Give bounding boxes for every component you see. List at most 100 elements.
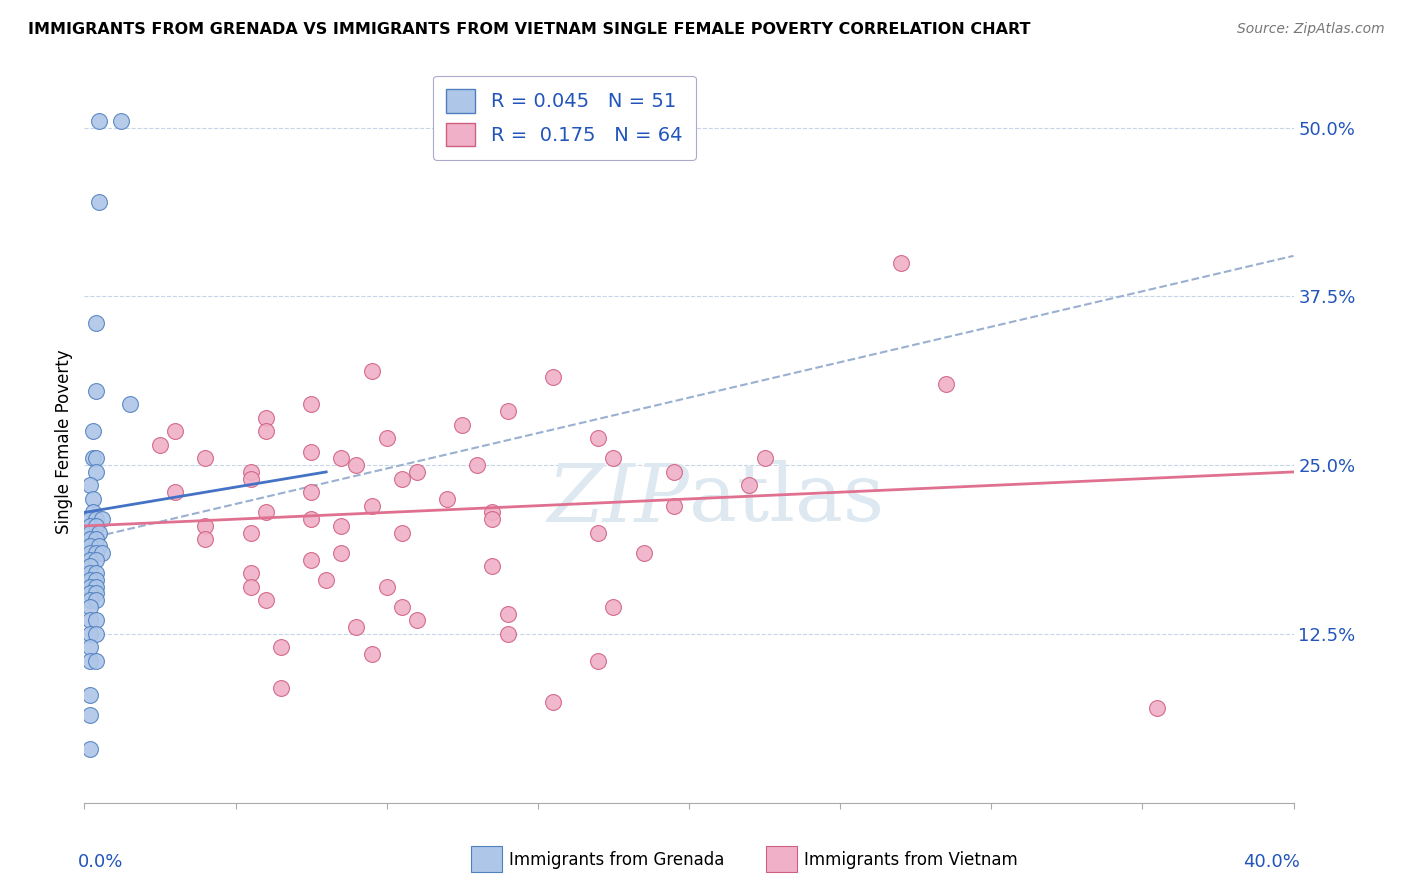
Point [299,512,322,526]
Point [86,546,108,560]
Text: Immigrants from Grenada: Immigrants from Grenada [509,851,724,869]
Point [451,417,474,432]
Point [79,654,101,668]
Point [481,512,503,526]
Point [254,425,277,439]
Point [330,546,353,560]
Point [86,586,108,600]
Point [299,444,322,458]
Point [588,654,610,668]
Point [86,552,108,566]
Point [299,552,322,566]
Point [496,627,519,641]
Point [588,431,610,445]
Point [86,317,108,331]
Point [82,425,104,439]
Point [346,458,368,472]
Point [406,614,429,628]
Point [662,465,685,479]
Point [79,593,101,607]
Point [79,640,101,655]
Point [496,404,519,418]
Point [270,681,292,695]
Point [391,599,413,614]
Point [375,431,398,445]
Point [86,654,108,668]
Point [91,512,114,526]
Text: 40.0%: 40.0% [1243,854,1299,871]
Point [86,512,108,526]
Point [194,533,217,547]
Point [89,194,111,209]
Point [91,546,114,560]
Point [602,451,624,466]
Point [89,525,111,540]
Point [79,573,101,587]
Point [86,614,108,628]
Point [239,566,262,581]
Point [602,599,624,614]
Point [496,607,519,621]
Point [79,519,101,533]
Point [79,627,101,641]
Point [662,499,685,513]
Point [79,566,101,581]
Point [254,505,277,519]
Point [467,458,489,472]
Point [79,533,101,547]
Y-axis label: Single Female Poverty: Single Female Poverty [55,350,73,533]
Point [86,627,108,641]
Point [79,708,101,723]
Point [79,512,101,526]
Point [86,519,108,533]
Point [82,491,104,506]
Point [330,451,353,466]
Point [481,505,503,519]
Point [194,519,217,533]
Point [79,525,101,540]
Point [79,580,101,594]
Point [391,525,413,540]
Point [541,694,564,708]
Point [79,688,101,702]
Point [1146,701,1168,715]
Point [79,599,101,614]
Point [86,593,108,607]
Point [375,580,398,594]
Point [118,397,141,411]
Text: IMMIGRANTS FROM GRENADA VS IMMIGRANTS FROM VIETNAM SINGLE FEMALE POVERTY CORRELA: IMMIGRANTS FROM GRENADA VS IMMIGRANTS FR… [28,22,1031,37]
Point [315,573,337,587]
Point [406,465,429,479]
Legend: R = 0.045   N = 51, R =  0.175   N = 64: R = 0.045 N = 51, R = 0.175 N = 64 [433,76,696,160]
Point [391,472,413,486]
Text: Immigrants from Vietnam: Immigrants from Vietnam [804,851,1018,869]
Point [82,505,104,519]
Point [436,491,458,506]
Point [360,499,382,513]
Point [79,741,101,756]
Point [346,620,368,634]
Point [194,451,217,466]
Point [82,451,104,466]
Text: Source: ZipAtlas.com: Source: ZipAtlas.com [1237,22,1385,37]
Point [254,411,277,425]
Text: ZIP: ZIP [547,460,689,538]
Point [165,485,187,500]
Point [79,478,101,492]
Point [633,546,655,560]
Point [239,580,262,594]
Point [86,573,108,587]
Point [738,478,761,492]
Point [86,384,108,398]
Point [89,539,111,553]
Point [496,141,519,155]
Point [110,113,132,128]
Point [481,559,503,574]
Point [79,552,101,566]
Point [86,465,108,479]
Point [89,113,111,128]
Point [86,580,108,594]
Point [165,425,187,439]
Point [79,559,101,574]
Point [239,472,262,486]
